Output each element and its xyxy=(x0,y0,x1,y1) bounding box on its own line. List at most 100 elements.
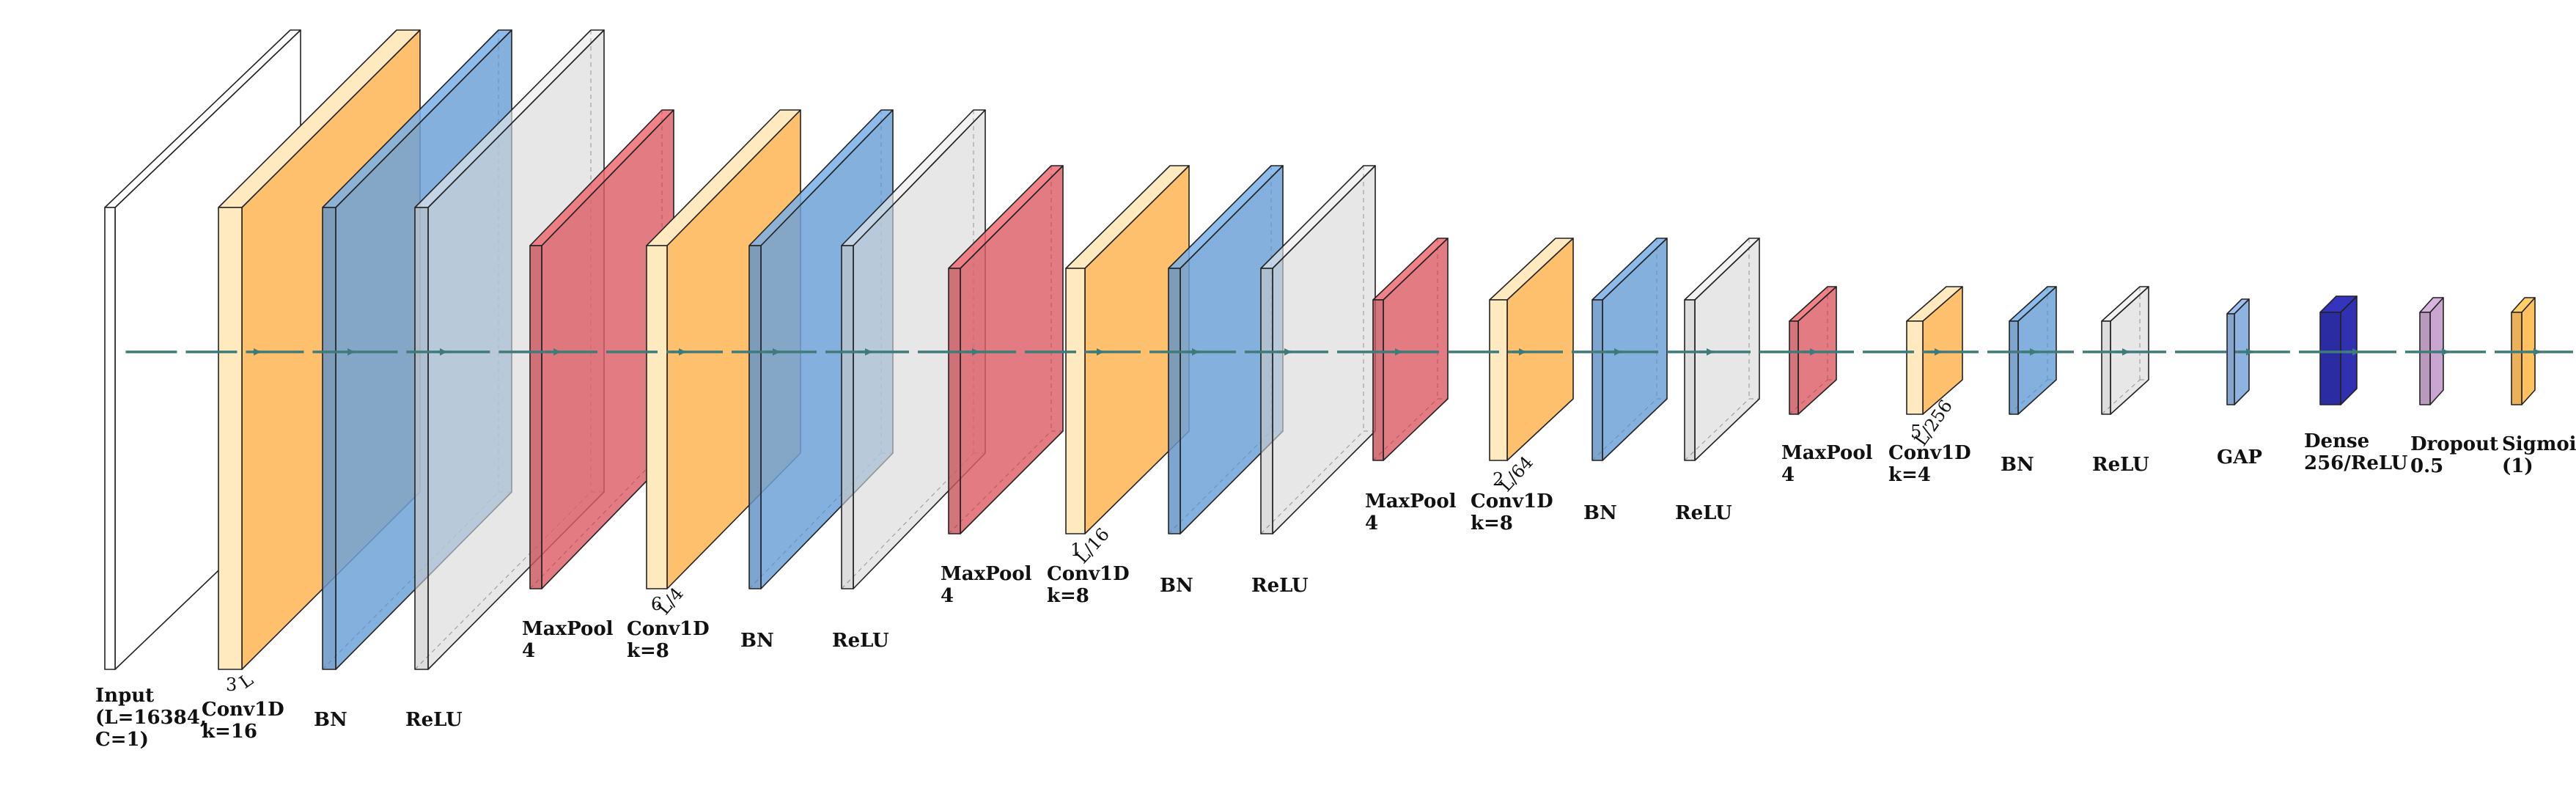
layer-label-relu4: ReLU xyxy=(1675,502,1732,524)
layer-label-bn4: BN xyxy=(1583,502,1617,524)
dimension-label: 1 xyxy=(1070,540,1081,560)
front-face xyxy=(104,207,116,670)
label-line: ReLU xyxy=(832,630,889,652)
label-line: k=16 xyxy=(202,721,257,743)
label-line: BN xyxy=(314,709,347,731)
layer-label-conv4: Conv1D k=8 xyxy=(1471,490,1553,534)
front-face xyxy=(1591,299,1603,461)
label-line: BN xyxy=(740,630,774,652)
front-face xyxy=(1489,299,1508,461)
layer-bn5 xyxy=(2009,286,2057,415)
label-line: Conv1D xyxy=(627,618,710,640)
label-line: k=8 xyxy=(627,640,669,662)
front-face xyxy=(414,207,429,670)
layer-conv5 xyxy=(1906,286,1963,415)
front-face xyxy=(1168,268,1181,534)
label-line: Conv1D xyxy=(1047,563,1130,585)
label-line: ReLU xyxy=(1675,502,1732,524)
layer-label-bn3: BN xyxy=(1160,575,1193,597)
layer-label-sigmoid: Sigmoid(1) xyxy=(2502,433,2576,477)
layer-conv3 xyxy=(1065,165,1190,534)
label-line: k=8 xyxy=(1047,585,1089,607)
front-face xyxy=(2319,312,2341,405)
label-line: MaxPool xyxy=(1781,442,1873,464)
layer-pool4 xyxy=(1789,286,1837,415)
layer-label-dense: Dense 256/ReLU xyxy=(2304,430,2408,474)
label-line: C=1) xyxy=(95,729,149,751)
layer-dense xyxy=(2319,295,2358,405)
label-line: GAP xyxy=(2217,446,2262,468)
label-line: MaxPool xyxy=(1365,490,1457,512)
label-line: MaxPool xyxy=(522,618,614,640)
label-line: (L=16384, xyxy=(95,707,207,729)
dimension-label: 3 xyxy=(226,674,237,695)
front-face xyxy=(2009,320,2019,415)
layer-sigmoid xyxy=(2511,297,2536,405)
layer-label-conv3: Conv1D k=8 xyxy=(1047,563,1130,607)
side-face xyxy=(1383,238,1449,461)
front-face xyxy=(1372,299,1384,461)
label-line: (1) xyxy=(2502,455,2533,477)
layer-label-dropout: Dropout 0.5 xyxy=(2410,433,2498,477)
dimension-label: 6 xyxy=(651,594,662,614)
layer-label-pool1: MaxPool 4 xyxy=(522,618,614,662)
layer-relu5 xyxy=(2101,286,2149,415)
layer-dropout xyxy=(2419,297,2444,405)
front-face xyxy=(748,245,762,589)
front-face xyxy=(2101,320,2111,415)
front-face xyxy=(1684,299,1696,461)
front-face xyxy=(841,245,854,589)
label-line: 0.5 xyxy=(2410,455,2443,477)
layer-label-pool3: MaxPool 4 xyxy=(1365,490,1457,534)
side-face xyxy=(1272,165,1376,534)
label-line: 256/ReLU xyxy=(2304,452,2408,474)
layer-label-bn2: BN xyxy=(740,630,774,652)
layer-label-pool4: MaxPool 4 xyxy=(1781,442,1873,486)
front-face xyxy=(1789,320,1799,415)
layer-label-relu5: ReLU xyxy=(2092,454,2149,476)
layer-conv4 xyxy=(1489,238,1574,461)
label-line: BN xyxy=(1160,575,1193,597)
dimension-label: L xyxy=(235,669,257,693)
front-face xyxy=(218,207,243,670)
side-face xyxy=(1506,238,1574,461)
front-face xyxy=(2419,312,2431,405)
layer-label-gap: GAP xyxy=(2217,446,2262,468)
layer-bn3 xyxy=(1168,165,1284,534)
label-line: MaxPool xyxy=(941,563,1032,585)
front-face xyxy=(2511,312,2522,405)
layer-pool2 xyxy=(948,165,1064,534)
layer-relu3 xyxy=(1260,165,1376,534)
label-line: Sigmoid xyxy=(2502,433,2576,455)
layer-label-conv5: Conv1D k=4 xyxy=(1888,442,1971,486)
layer-label-relu2: ReLU xyxy=(832,630,889,652)
front-face xyxy=(1065,268,1086,534)
layer-boxes xyxy=(104,29,2536,670)
side-face xyxy=(1797,286,1837,415)
layer-pool3 xyxy=(1372,238,1449,461)
label-line: ReLU xyxy=(1251,575,1309,597)
front-face xyxy=(529,245,542,589)
label-line: BN xyxy=(2001,454,2034,476)
layer-label-conv2: Conv1D k=8 xyxy=(627,618,710,662)
front-face xyxy=(1260,268,1273,534)
front-face xyxy=(948,268,961,534)
layer-label-bn1: BN xyxy=(314,709,347,731)
layer-label-conv1: Conv1D k=16 xyxy=(202,699,284,743)
label-line: Dropout xyxy=(2410,433,2498,455)
label-line: ReLU xyxy=(2092,454,2149,476)
dimension-label: 2 xyxy=(1493,469,1504,490)
side-face xyxy=(1602,238,1668,461)
label-line: Conv1D xyxy=(1471,490,1553,512)
label-line: Input xyxy=(95,685,154,707)
front-face xyxy=(2226,313,2235,405)
side-face xyxy=(2340,295,2358,405)
front-face xyxy=(322,207,336,670)
label-line: 4 xyxy=(941,585,954,607)
label-line: Conv1D xyxy=(202,699,284,721)
layer-pool1 xyxy=(529,109,674,589)
layer-relu4 xyxy=(1684,238,1760,461)
side-face xyxy=(2017,286,2057,415)
